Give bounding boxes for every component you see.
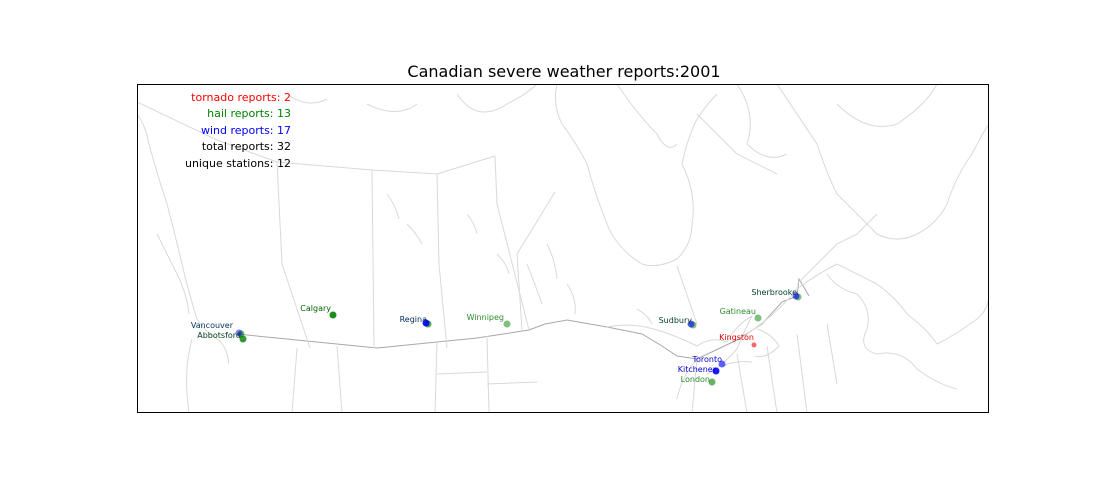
great-lakes	[606, 314, 780, 400]
wind-marker	[235, 329, 243, 337]
tornado-reports-count: tornado reports: 2	[191, 91, 291, 104]
station-sudbury: Sudbury	[659, 316, 697, 329]
station-sherbrooke: Sherbrooke	[751, 288, 802, 301]
station-label-sherbrooke: Sherbrooke	[751, 288, 797, 297]
station-toronto: Toronto	[691, 355, 726, 368]
station-regina: Regina	[400, 315, 432, 328]
station-kingston: Kingston	[719, 333, 757, 348]
station-label-london: London	[681, 375, 710, 384]
wind-marker	[718, 360, 726, 368]
pacific-coastline	[137, 113, 230, 413]
wind-reports-count: wind reports: 17	[200, 124, 291, 137]
tornado-marker	[751, 342, 757, 348]
wind-marker	[792, 292, 800, 300]
hail-marker	[329, 311, 337, 319]
station-gatineau: Gatineau	[720, 307, 762, 322]
map-frame	[137, 84, 989, 413]
station-winnipeg: Winnipeg	[467, 313, 511, 328]
us-state-lines	[291, 323, 838, 413]
provincial-boundaries	[137, 101, 878, 349]
hail-reports-count: hail reports: 13	[207, 107, 291, 120]
unique-stations-count: unique stations: 12	[184, 157, 291, 170]
station-label-gatineau: Gatineau	[720, 307, 756, 316]
station-calgary: Calgary	[300, 304, 337, 319]
lakes-scattered	[386, 193, 653, 325]
hail-marker	[239, 335, 247, 343]
wind-marker	[712, 367, 720, 375]
station-label-toronto: Toronto	[691, 355, 722, 364]
hail-marker	[503, 320, 511, 328]
basemap	[137, 84, 989, 413]
station-london: London	[681, 375, 716, 386]
arctic-islands	[286, 84, 989, 390]
wind-marker	[422, 319, 430, 327]
total-reports-count: total reports: 32	[201, 140, 291, 153]
station-label-winnipeg: Winnipeg	[467, 313, 504, 322]
station-label-sudbury: Sudbury	[659, 316, 693, 325]
station-abbotsford: Abbotsford	[197, 331, 247, 343]
labrador-coast	[776, 84, 989, 240]
map-title: Canadian severe weather reports:2001	[407, 62, 721, 81]
wind-marker	[687, 320, 695, 328]
hudson-bay	[554, 84, 718, 267]
station-label-regina: Regina	[400, 315, 427, 324]
station-label-kingston: Kingston	[719, 333, 754, 342]
station-label-calgary: Calgary	[300, 304, 331, 313]
hail-marker	[754, 314, 762, 322]
hail-marker	[708, 378, 716, 386]
station-kitchener: Kitchener	[678, 365, 720, 375]
station-label-kitchener: Kitchener	[678, 365, 717, 374]
station-label-vancouver: Vancouver	[191, 321, 234, 330]
station-label-abbotsford: Abbotsford	[197, 331, 241, 340]
